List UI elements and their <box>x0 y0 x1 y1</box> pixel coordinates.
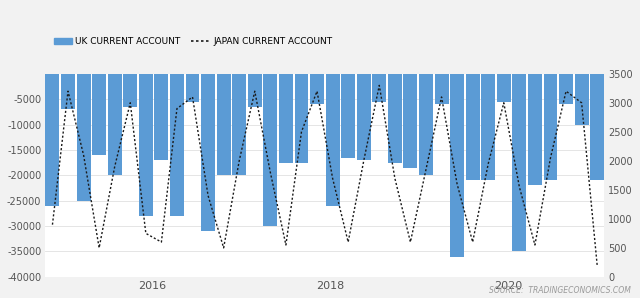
Bar <box>154 74 168 160</box>
Bar <box>590 74 604 180</box>
Bar <box>528 74 542 185</box>
Bar <box>124 74 137 107</box>
Bar <box>170 74 184 216</box>
Bar <box>61 74 75 109</box>
Bar <box>450 74 464 257</box>
Bar <box>341 74 355 158</box>
Bar <box>466 74 479 180</box>
Bar <box>419 74 433 175</box>
Text: SOURCE:  TRADINGECONOMICS.COM: SOURCE: TRADINGECONOMICS.COM <box>488 286 630 295</box>
Bar <box>201 74 215 231</box>
Bar <box>248 74 262 107</box>
Bar <box>45 74 60 206</box>
Bar <box>481 74 495 180</box>
Bar <box>92 74 106 155</box>
Bar <box>543 74 557 180</box>
Bar <box>559 74 573 104</box>
Bar <box>356 74 371 160</box>
Bar <box>326 74 340 206</box>
Bar <box>108 74 122 175</box>
Legend: UK CURRENT ACCOUNT, JAPAN CURRENT ACCOUNT: UK CURRENT ACCOUNT, JAPAN CURRENT ACCOUN… <box>50 34 336 50</box>
Bar <box>435 74 449 104</box>
Bar <box>388 74 402 163</box>
Bar <box>232 74 246 175</box>
Bar <box>279 74 293 163</box>
Bar <box>497 74 511 102</box>
Bar <box>403 74 417 168</box>
Bar <box>294 74 308 163</box>
Bar <box>217 74 230 175</box>
Bar <box>513 74 526 252</box>
Bar <box>372 74 387 102</box>
Bar <box>186 74 200 102</box>
Bar <box>310 74 324 104</box>
Bar <box>575 74 589 125</box>
Bar <box>139 74 153 216</box>
Bar <box>264 74 277 226</box>
Bar <box>77 74 90 201</box>
